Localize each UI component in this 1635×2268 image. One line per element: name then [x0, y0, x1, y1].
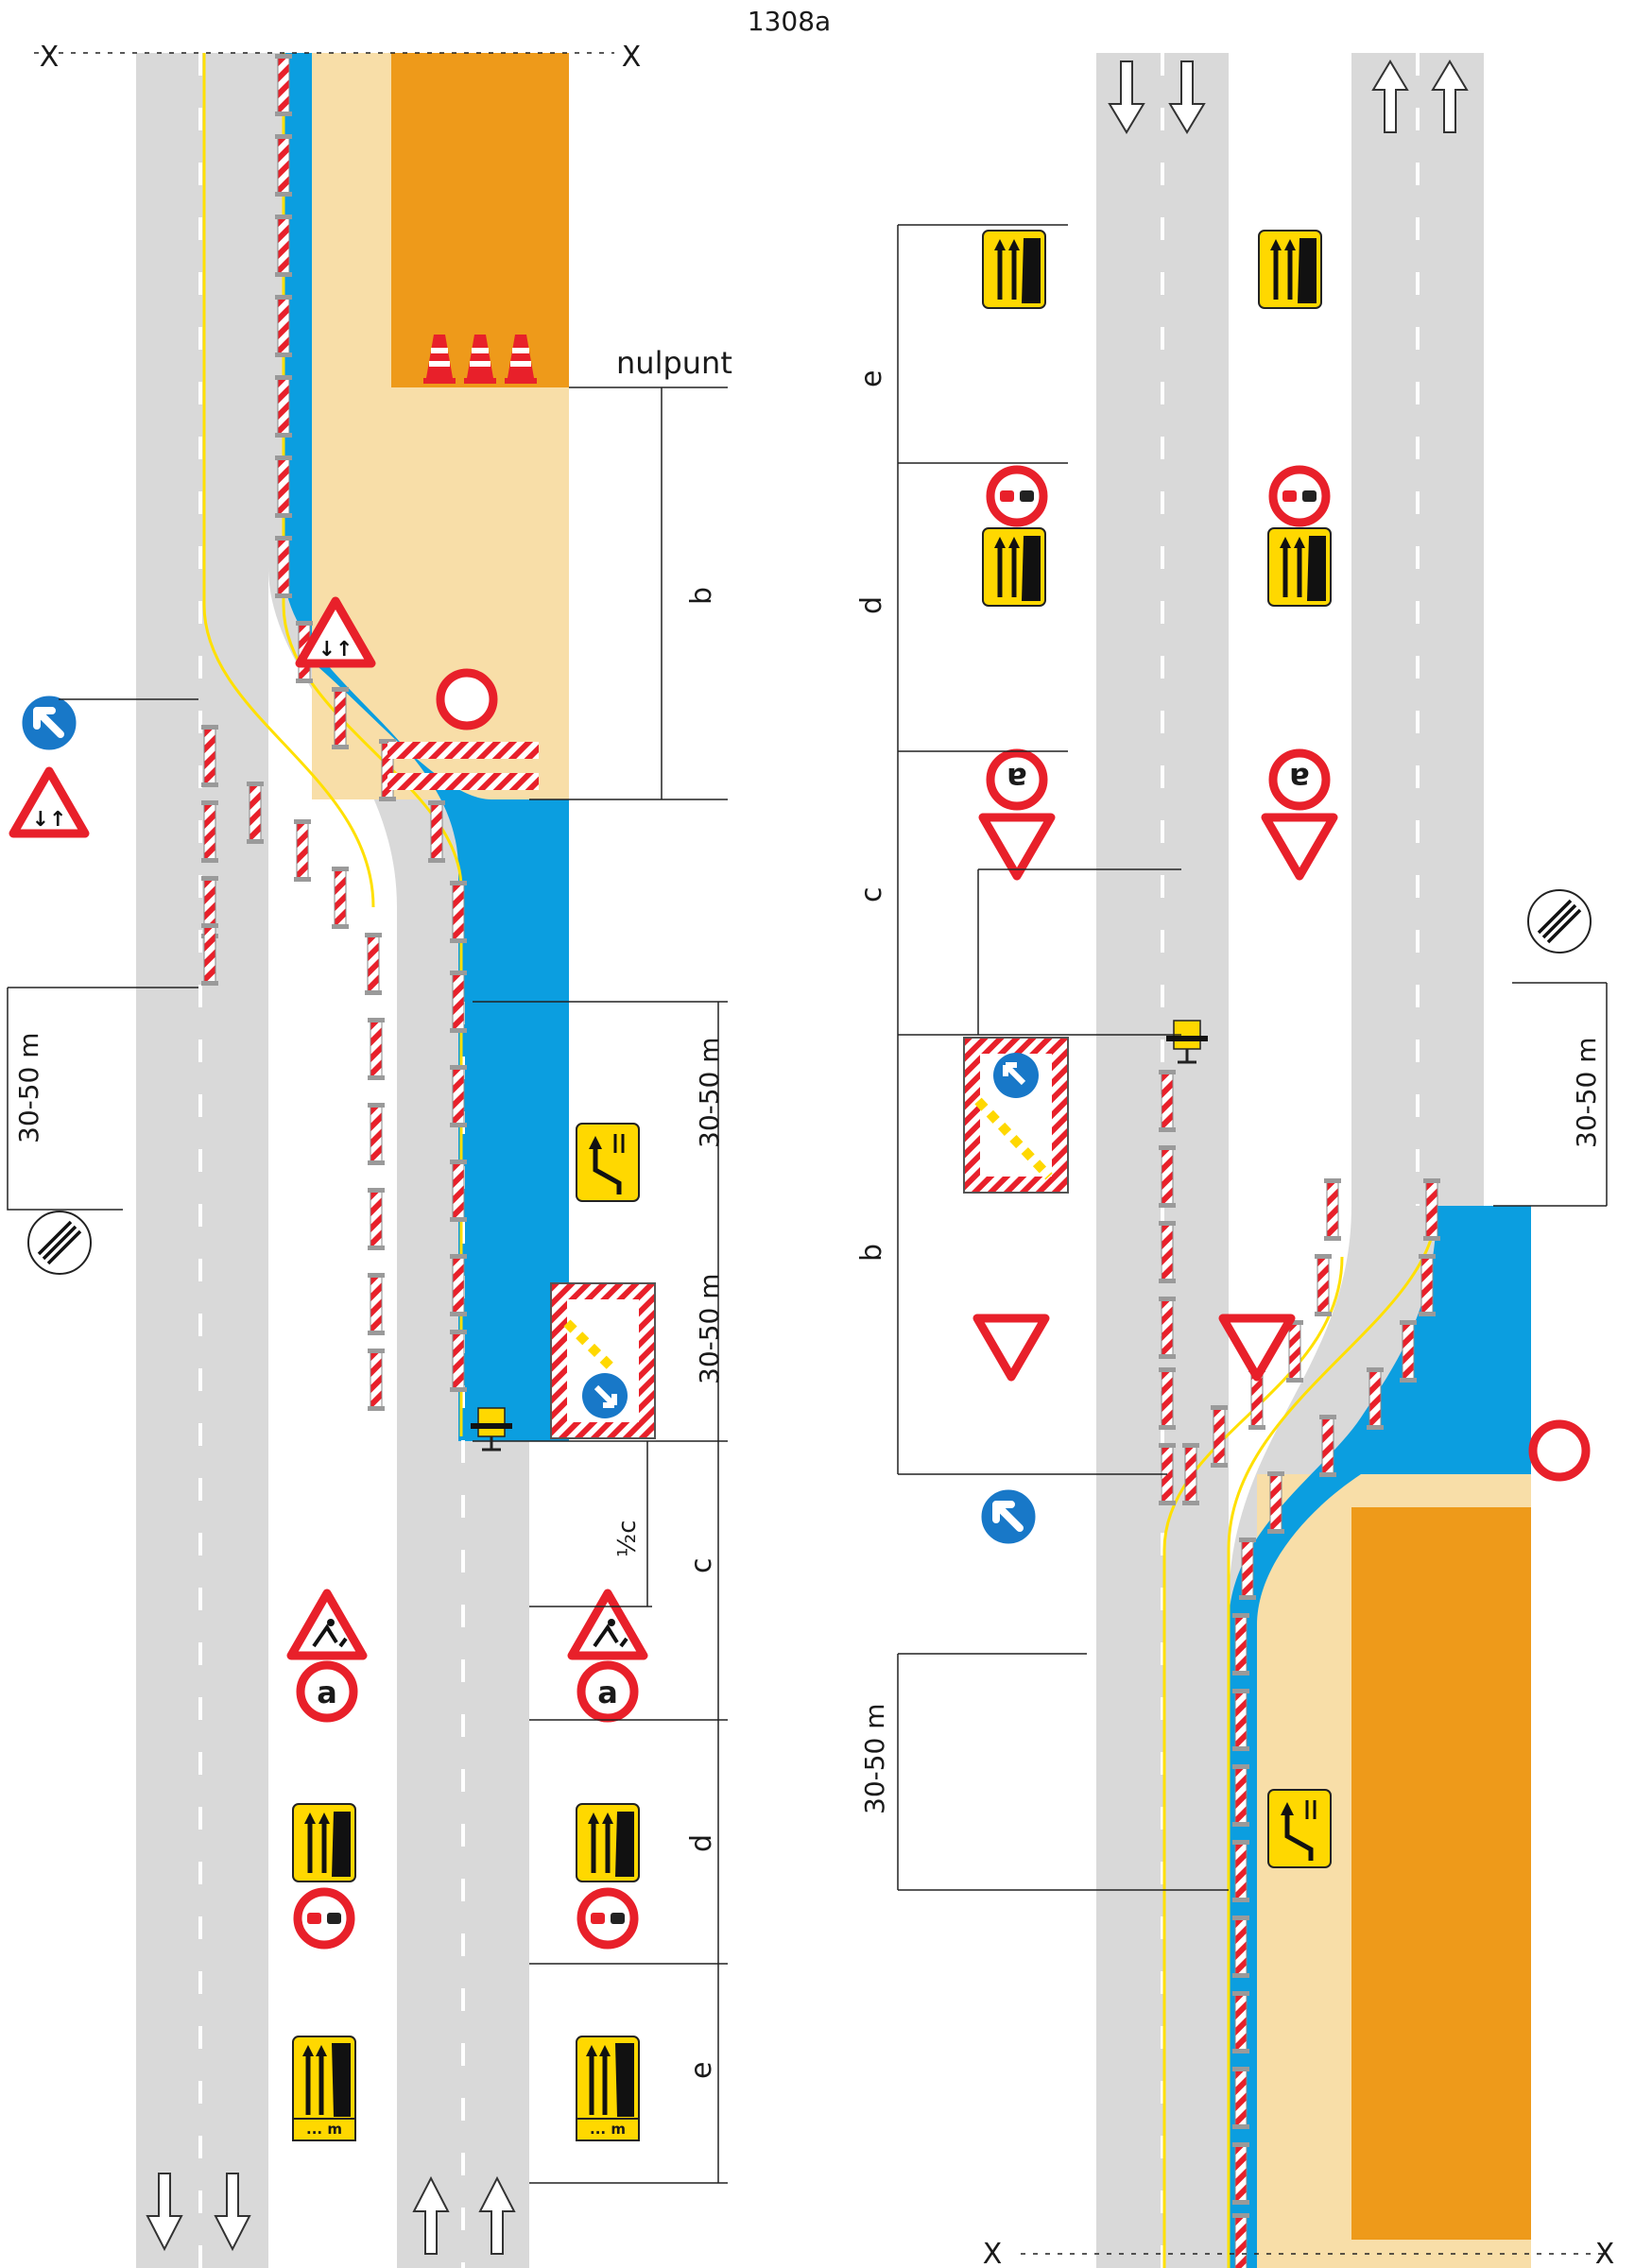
label-range-2: 30-50 m [694, 1273, 725, 1384]
no-overtaking-sign-icon [298, 1892, 351, 1945]
label-range-5: 30-50 m [1571, 1037, 1602, 1148]
no-overtaking-sign-icon [990, 470, 1043, 523]
arrow-board-icon [963, 1037, 1069, 1194]
lane-arrow-icon [1108, 60, 1469, 134]
left-yellow-line [202, 53, 375, 908]
sign-a-label-4: a [1289, 761, 1310, 797]
work-zone-right [1351, 1507, 1531, 2240]
end-restriction-sign-icon [26, 1210, 93, 1276]
arrow-board-icon [550, 1282, 656, 1439]
label-e-right: e [855, 370, 888, 387]
right-yellow-line-2 [1162, 1256, 1344, 2268]
label-nulpunt: nulpunt [616, 345, 732, 381]
traffic-cone-icon [423, 335, 537, 384]
label-range-3: 30-50 m [13, 1032, 44, 1143]
label-d-left: d [685, 1834, 718, 1852]
section-mark-top-right: X [622, 41, 642, 74]
left-yellow-line-2 [282, 53, 463, 1436]
road-works-sign-icon [291, 1593, 363, 1656]
label-b-right: b [855, 1244, 888, 1262]
no-entry-sign-icon [1533, 1424, 1586, 1477]
distance-plate-2: ... m [590, 2121, 626, 2138]
keep-right-sign-icon [980, 1488, 1037, 1545]
distance-plate-1: ... m [306, 2121, 342, 2138]
warning-triangle-icon [13, 771, 85, 833]
label-c-left: c [685, 1558, 718, 1574]
section-mark-top-left: X [40, 41, 60, 74]
lane-arrow-icon [983, 231, 1045, 308]
label-range-4: 30-50 m [859, 1703, 890, 1814]
label-c-right: c [855, 887, 888, 903]
lane-arrow-icon [293, 1804, 355, 1881]
barrier-fence-left [387, 742, 539, 759]
section-mark-bottom-right: X [1595, 2238, 1615, 2268]
dimension-labels-left: nulpunt b 30-50 m 30-50 m ½c c d e 30-50… [13, 345, 732, 2079]
sign-a-label-2: a [597, 1675, 618, 1710]
label-e-left: e [685, 2062, 718, 2079]
lane-arrow-icon [146, 2173, 516, 2255]
right-roadway-2 [1351, 53, 1484, 1206]
label-d-right: d [855, 596, 888, 614]
keep-right-sign-icon [21, 695, 77, 751]
work-zone-left [391, 53, 569, 387]
lane-change-sign-icon [1268, 1790, 1331, 1867]
label-range-1: 30-50 m [694, 1037, 725, 1148]
road-works-sign-icon [572, 1593, 644, 1656]
dimension-labels-right: e d c b 30-50 m 30-50 m X X [855, 370, 1614, 2268]
yield-sign-icon [983, 817, 1051, 876]
drawing-code: 1308a [748, 6, 831, 37]
sign-a-label: a [317, 1675, 337, 1710]
dimension-lines-left [7, 52, 728, 2184]
no-entry-sign-icon [440, 673, 493, 726]
blue-zone-right [1229, 1206, 1531, 2268]
section-mark-bottom-left: X [983, 2238, 1003, 2268]
sign-a-label-3: a [1007, 761, 1027, 797]
yield-sign-icon [977, 1318, 1045, 1377]
blue-zone-left [284, 53, 569, 1441]
end-restriction-sign-icon [1526, 888, 1592, 954]
lane-change-sign-icon [577, 1124, 639, 1201]
dimension-lines-right [897, 224, 1608, 2255]
label-half-c: ½c [613, 1521, 642, 1558]
label-b-left: b [685, 587, 718, 605]
